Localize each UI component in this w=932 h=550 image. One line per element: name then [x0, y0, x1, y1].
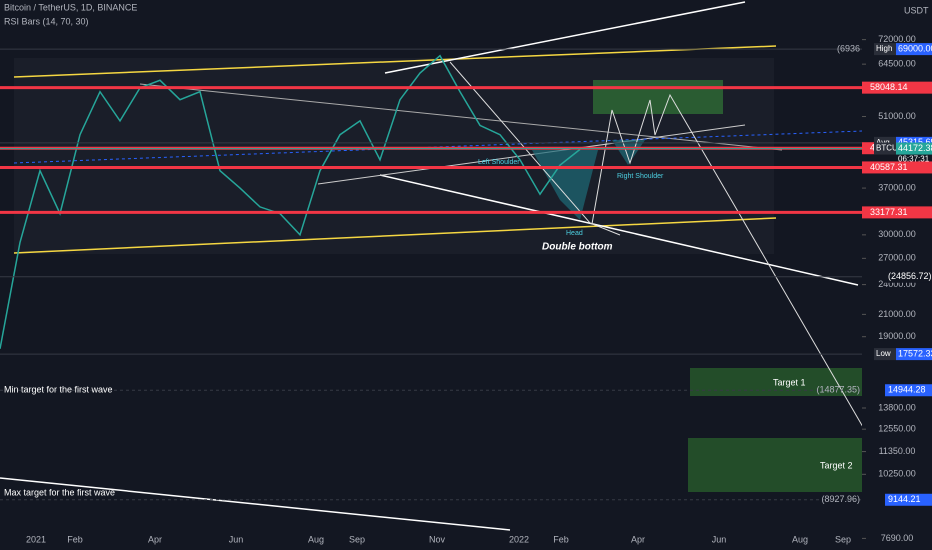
level-label: 33177.31: [870, 207, 908, 217]
tag-value: (24856.72): [888, 271, 932, 281]
tag-note: (6936: [837, 43, 860, 53]
trend-line: [384, 1, 746, 74]
x-tick-label: Aug: [308, 534, 324, 544]
tag-name: Avg: [876, 138, 890, 147]
tag-value: 44172.38: [898, 143, 932, 153]
x-tick-label: Sep: [835, 534, 851, 544]
pattern-label: Double bottom: [542, 242, 613, 253]
y-tick-label: 27000.00: [878, 253, 916, 263]
x-tick-label: Apr: [631, 534, 645, 544]
target-zone: [593, 80, 723, 114]
tag-name: BTCUSDT: [876, 144, 914, 153]
tag-value: 14944.28: [888, 385, 926, 395]
tag-box: [874, 43, 896, 56]
projection: [591, 93, 886, 466]
y-tick-label: 21000.00: [878, 309, 916, 319]
target2: Target 2: [820, 460, 853, 470]
target2-box: [688, 438, 885, 492]
level-tag: [862, 161, 932, 174]
y-tick-label: 64500.00: [878, 59, 916, 69]
left-shoulder: Left Shoulder: [478, 159, 520, 166]
x-tick-label: Feb: [67, 534, 83, 544]
level-label: 40587.31: [870, 162, 908, 172]
x-tick-label: Apr: [148, 534, 162, 544]
trend-line: [0, 477, 511, 531]
level-tag: [862, 81, 932, 94]
x-tick-label: Aug: [792, 534, 808, 544]
y-tick-label: 51000.00: [878, 111, 916, 121]
x-tick-label: 2021: [26, 534, 46, 544]
x-tick-label: Jun: [712, 534, 727, 544]
tag-box: [874, 348, 896, 361]
x-tick-label: Feb: [553, 534, 569, 544]
level-tag: [862, 206, 932, 219]
tag-value-box: [885, 493, 932, 506]
y-tick-label: 37000.00: [878, 182, 916, 192]
y-tick-label: 13800.00: [878, 402, 916, 412]
tag-value: 9144.21: [888, 494, 921, 504]
tag-value: 45315.69: [898, 137, 932, 147]
tag-value-box: [885, 270, 932, 283]
tag-value-box: [885, 384, 932, 397]
shoulder-shape: [612, 140, 645, 165]
level-label: 58048.14: [870, 82, 908, 92]
trend-line: [139, 83, 783, 151]
target1: Target 1: [773, 377, 806, 387]
y-tick-label: 30000.00: [878, 229, 916, 239]
x-tick-label: Jun: [229, 534, 244, 544]
indicator: RSI Bars (14, 70, 30): [4, 16, 89, 26]
y-tick-label: 10250.00: [878, 469, 916, 479]
tag-value-box: [896, 348, 932, 361]
path-line: [449, 61, 621, 236]
channel-high: [13, 45, 777, 78]
tag-name: High: [876, 44, 892, 53]
x-tick-label: Nov: [429, 534, 446, 544]
max-target: Max target for the first wave: [4, 487, 115, 497]
neckline: [317, 124, 746, 185]
y-tick-label: 7690.00: [881, 533, 914, 543]
price-trace: [0, 54, 581, 349]
symbol: Bitcoin / TetherUS, 1D, BINANCE: [4, 2, 137, 12]
tag-value-box: [896, 142, 932, 155]
right-shoulder: Right Shoulder: [617, 173, 664, 180]
min-target: Min target for the first wave: [4, 384, 113, 394]
y-tick-label: 72000.00: [878, 34, 916, 44]
head: Head: [566, 230, 583, 237]
tag-value-box: [896, 43, 932, 56]
y-tick-label: 11350.00: [879, 446, 916, 456]
neckline-low: [379, 174, 859, 286]
tag-value: 17572.33: [898, 348, 932, 358]
timer: 06:37:31: [898, 155, 930, 164]
currency: USDT: [904, 5, 929, 15]
target1-box: [690, 368, 885, 396]
tag-note: (14877.35): [816, 385, 860, 395]
channel-low: [13, 217, 777, 254]
tag-value: 69000.00: [898, 43, 932, 53]
tag-name: Low: [876, 349, 891, 358]
tag-box: [874, 142, 896, 155]
tag-note: (8927.96): [821, 494, 860, 504]
y-tick-label: 24000.00: [878, 279, 916, 289]
x-tick-label: 2022: [509, 534, 529, 544]
y-tick-label: 19000.00: [878, 331, 916, 341]
x-tick-label: Sep: [349, 534, 365, 544]
y-tick-label: 12550.00: [878, 424, 916, 434]
